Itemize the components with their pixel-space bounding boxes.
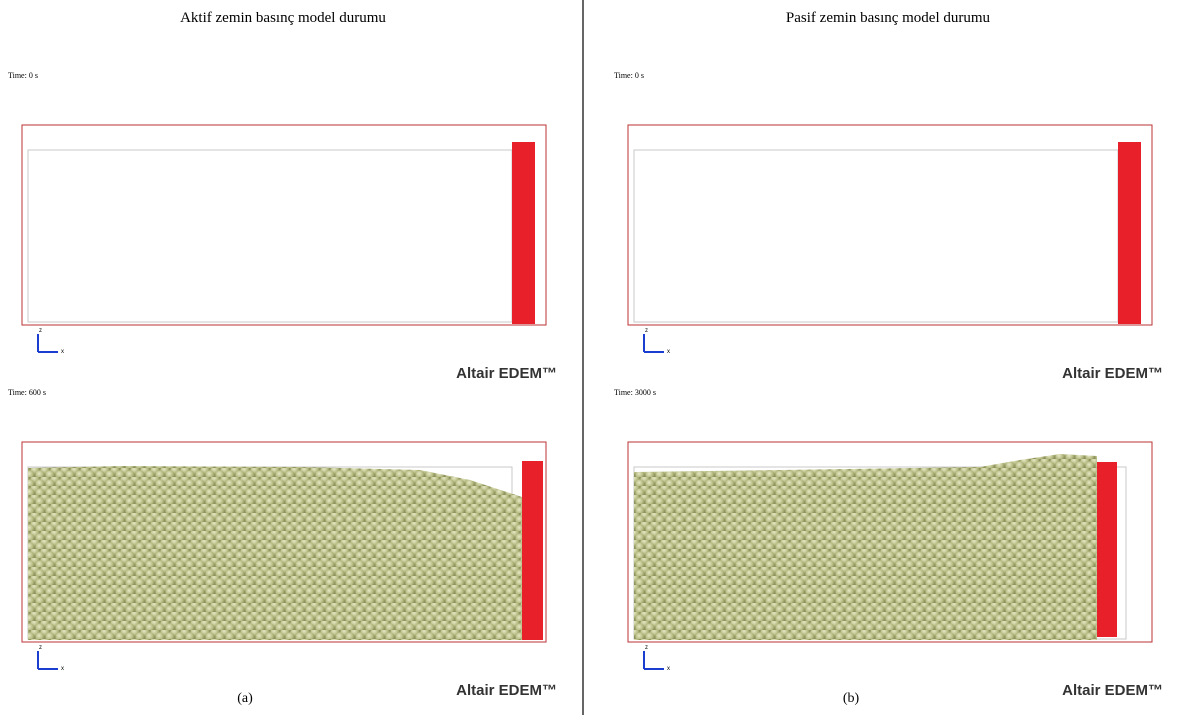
retaining-wall	[1097, 462, 1117, 637]
retaining-wall	[1118, 142, 1141, 324]
time-label: Time: 0 s	[614, 71, 644, 80]
retaining-wall	[512, 142, 535, 324]
particle-bed	[634, 454, 1097, 640]
watermark: Altair EDEM™	[456, 365, 557, 382]
axis-x-label: x	[61, 666, 64, 672]
axis-z-label: z	[39, 645, 42, 651]
axis-x-label: x	[667, 349, 670, 355]
retaining-wall	[522, 461, 543, 640]
watermark: Altair EDEM™	[456, 682, 557, 699]
time-label: Time: 600 s	[8, 388, 46, 397]
axis-z-label: z	[645, 645, 648, 651]
axis-x-label: x	[667, 666, 670, 672]
axis-z-label: z	[39, 328, 42, 334]
panel-caption: (a)	[237, 691, 253, 706]
time-label: Time: 0 s	[8, 71, 38, 80]
sim-frame	[627, 124, 1153, 326]
watermark: Altair EDEM™	[1062, 682, 1163, 699]
sim-frame	[21, 124, 547, 326]
axis-z-label: z	[645, 328, 648, 334]
watermark: Altair EDEM™	[1062, 365, 1163, 382]
time-label: Time: 3000 s	[614, 388, 656, 397]
panel-title: Pasif zemin basınç model durumu	[786, 10, 991, 26]
panel-caption: (b)	[843, 691, 860, 706]
particle-bed	[28, 466, 522, 640]
axis-x-label: x	[61, 349, 64, 355]
panel-title: Aktif zemin basınç model durumu	[180, 10, 386, 26]
